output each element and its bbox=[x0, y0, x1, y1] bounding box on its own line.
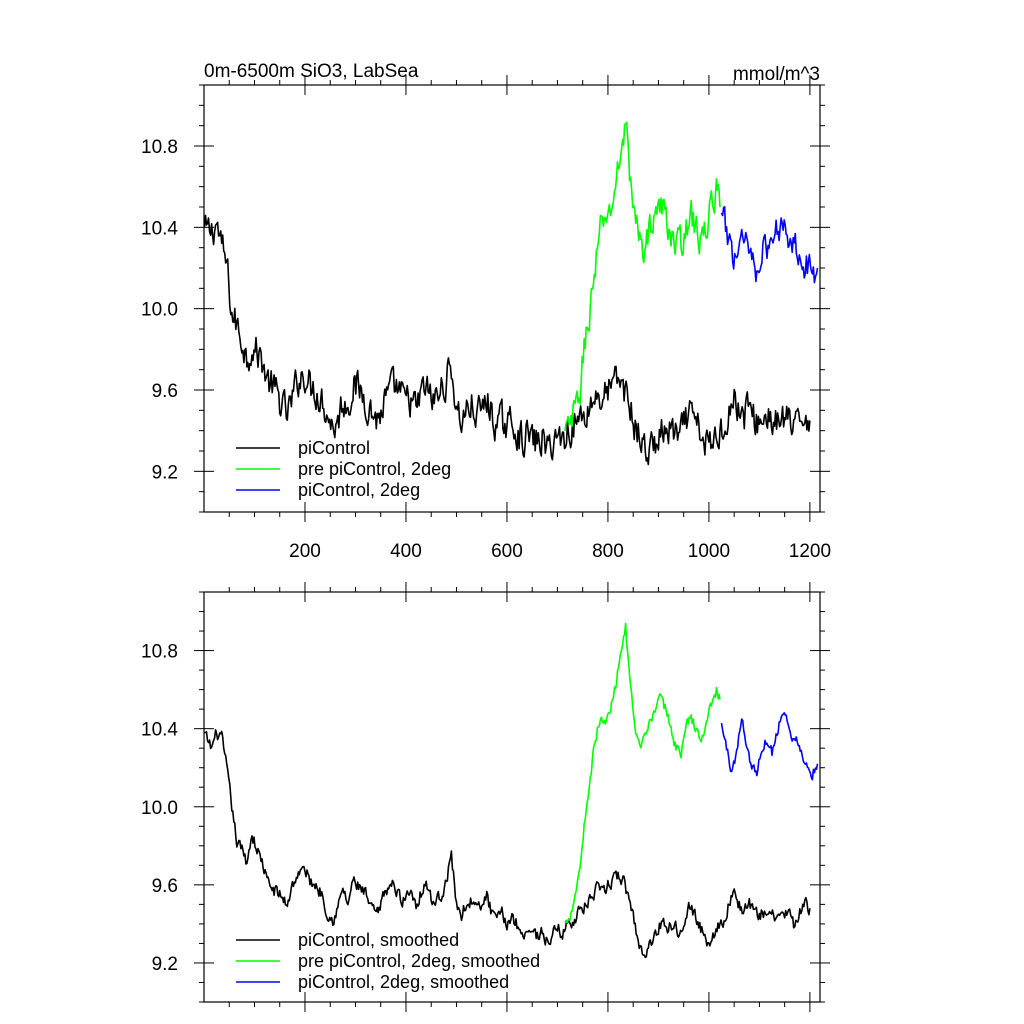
series-line bbox=[203, 214, 811, 466]
y-tick-label: 9.2 bbox=[152, 462, 178, 483]
plot-frame bbox=[203, 591, 821, 1003]
y-tick-label: 10.8 bbox=[141, 137, 178, 158]
series-line bbox=[564, 622, 721, 924]
legend-label: piControl, smoothed bbox=[298, 930, 459, 950]
series-line bbox=[720, 712, 819, 781]
legend-label: pre piControl, 2deg bbox=[298, 459, 451, 479]
plot-frame bbox=[203, 84, 821, 513]
x-tick-label: 1000 bbox=[688, 541, 730, 562]
x-tick-label: 800 bbox=[592, 541, 624, 562]
y-tick-label: 9.6 bbox=[152, 381, 178, 402]
units-label: mmol/m^3 bbox=[733, 64, 820, 85]
y-tick-label: 9.6 bbox=[152, 876, 178, 897]
x-tick-label: 1200 bbox=[789, 541, 831, 562]
y-tick-label: 10.0 bbox=[141, 300, 178, 321]
y-tick-label: 10.0 bbox=[141, 798, 178, 819]
legend-label: piControl, 2deg, smoothed bbox=[298, 972, 509, 992]
top-panel: 9.2 9.6 10.0 10.4 10.8 200 400 600 800 1000 1200 0m… bbox=[141, 61, 831, 562]
x-tick-label: 600 bbox=[491, 541, 523, 562]
legend-label: piControl, 2deg bbox=[298, 480, 420, 500]
series-line bbox=[204, 729, 811, 959]
y-tick-label: 10.4 bbox=[141, 218, 178, 239]
legend-label: pre piControl, 2deg, smoothed bbox=[298, 951, 540, 971]
series-line bbox=[720, 205, 819, 284]
legend-label: piControl bbox=[298, 438, 370, 458]
series-line bbox=[564, 121, 721, 432]
x-tick-label: 200 bbox=[289, 541, 321, 562]
y-tick-label: 10.8 bbox=[141, 642, 178, 663]
x-tick-label: 400 bbox=[390, 541, 422, 562]
chart-title: 0m-6500m SiO3, LabSea bbox=[204, 61, 419, 82]
y-tick-label: 9.2 bbox=[152, 954, 178, 975]
bottom-panel: 9.2 9.6 10.0 10.4 10.8 piControl, smoothedpre… bbox=[141, 582, 830, 1012]
y-tick-label: 10.4 bbox=[141, 720, 178, 741]
